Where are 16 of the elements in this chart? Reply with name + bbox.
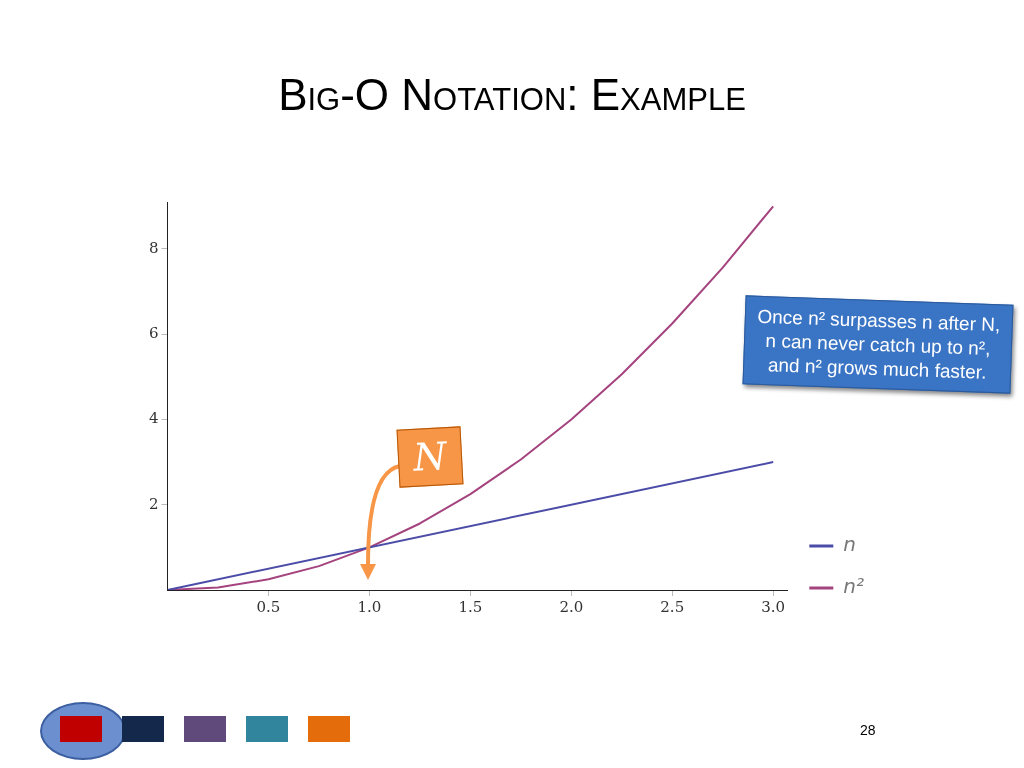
y-tick-label: 2 — [149, 494, 159, 513]
x-tick-label: 0.5 — [256, 597, 281, 616]
annotation: Once n² surpasses n after N, n can never catch up to n², and n² grows much faster. — [742, 295, 1014, 394]
annotation: N — [396, 426, 464, 488]
text: 28 — [860, 722, 876, 738]
legend-label: n² — [843, 574, 865, 599]
x-tick-label: 1.5 — [458, 597, 483, 616]
x-tick-label: 2.5 — [660, 597, 685, 616]
chart-title: Big-O Notation: Example — [277, 70, 747, 120]
y-tick-label: 6 — [149, 324, 159, 343]
x-tick-label: 3.0 — [761, 597, 786, 616]
x-tick-label: 1.0 — [357, 597, 382, 616]
y-tick-label: 8 — [149, 238, 159, 257]
y-tick-label: 4 — [149, 409, 159, 428]
x-tick-label: 2.0 — [559, 597, 584, 616]
legend-label: n — [843, 532, 856, 557]
